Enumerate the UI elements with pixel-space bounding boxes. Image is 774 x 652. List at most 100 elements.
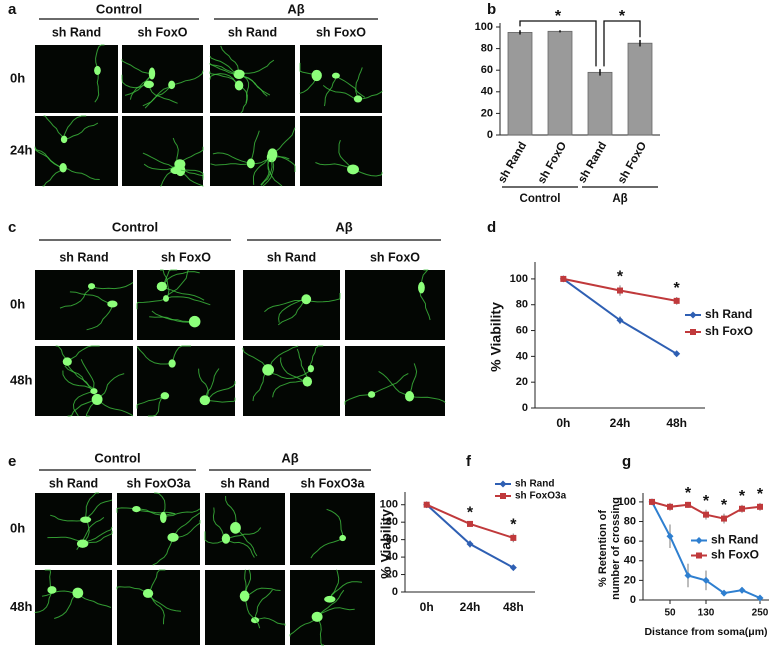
neurite [59,285,92,309]
micrograph-background [205,570,285,645]
micrograph [122,116,204,187]
micrograph [300,116,383,186]
panel-label: a [8,1,17,18]
column-label: sh FoxO [370,250,420,264]
soma [60,135,68,144]
soma [94,65,101,75]
neurite [96,399,134,417]
micrograph [344,346,446,416]
y-tick-label: 0 [392,586,398,598]
x-axis-label: Distance from soma(μm) [644,626,767,638]
legend-label: sh Rand [711,533,758,547]
x-tick-label: 130 [698,608,715,619]
soma [80,516,92,523]
neurite [161,286,205,301]
y-tick-label: 40 [386,551,398,563]
neurite [260,154,273,186]
neurite [250,130,260,164]
significance-star: * [721,497,728,514]
panel-label: g [622,453,631,470]
y-tick-label: 60 [481,64,493,76]
neurite [85,492,99,520]
neurite [63,122,99,140]
neurite [329,581,363,600]
soma [107,300,118,308]
micrograph [116,492,201,566]
micrograph-background [35,116,118,186]
soma [302,376,313,387]
legend-marker [689,311,697,319]
micrograph-background [210,45,295,113]
y-tick-label: 20 [481,107,493,119]
soma [76,539,89,548]
soma [160,511,167,524]
neurite [419,287,431,321]
neurite [147,395,166,417]
micrograph [34,569,112,645]
panel-label: e [8,453,16,470]
significance-bracket [603,20,641,67]
neurite [238,74,271,96]
neurite [82,530,113,545]
neurite [264,298,307,313]
soma [239,590,250,602]
soma [246,158,255,169]
micrograph-background [290,570,375,645]
point [684,571,692,579]
x-tick-label: 0h [420,600,434,614]
neurite [409,395,446,403]
row-label: 0h [10,70,25,85]
neurite [355,67,363,100]
micrograph [34,115,118,187]
soma [148,67,156,80]
neurite [209,55,240,76]
neurite [254,589,273,621]
y-tick-label: 40 [624,555,636,567]
micrograph [345,269,445,340]
neurite [280,357,308,382]
micrograph-background [122,45,203,113]
micrograph [35,345,134,417]
bar [587,71,613,136]
neurite [77,592,112,608]
neurite [69,291,113,305]
neurite [85,399,98,417]
neurite [91,281,134,290]
soma [221,533,231,544]
soma [331,72,340,79]
soma [307,364,315,373]
neurite [67,345,100,363]
neurite [238,85,248,114]
point [720,589,728,597]
legend-label: sh FoxO [711,548,759,562]
micrograph-background [300,116,382,186]
neurite [220,45,240,74]
significance-star: * [510,517,517,534]
neurite [94,70,100,103]
micrograph [242,345,340,416]
significance-star: * [674,280,681,297]
neurite [316,607,355,618]
column-label: sh Rand [52,25,101,39]
point [667,503,673,510]
neurite [299,62,317,76]
neurite [204,381,236,401]
neurite [172,512,201,538]
legend-label: sh Rand [705,307,752,321]
neurite [254,617,286,626]
panel-label: f [466,453,472,470]
micrograph [290,493,375,565]
micrograph [121,45,204,113]
point [673,297,680,304]
neurite [173,520,201,538]
legend-marker [690,329,696,335]
legend-marker [500,493,506,499]
neurite [289,616,318,637]
column-label: sh FoxO [316,25,366,39]
y-axis-label: % Viability [488,302,504,372]
soma [311,611,323,622]
neurite [161,269,178,287]
neurite [50,514,86,522]
neurite [67,398,98,417]
x-tick-label: 250 [752,608,769,619]
